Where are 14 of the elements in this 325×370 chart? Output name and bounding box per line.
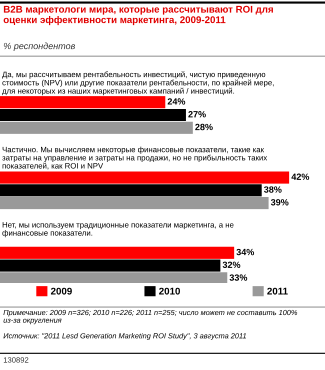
legend-label: 2009: [50, 288, 72, 295]
data-label: 39%: [270, 199, 289, 206]
data-label: 42%: [291, 174, 310, 180]
data-label: 32%: [222, 262, 240, 268]
data-label: 34%: [236, 248, 254, 256]
legend-label: 2010: [159, 288, 180, 295]
data-label: 27%: [188, 111, 206, 118]
legend-label: 2011: [267, 288, 288, 295]
data-label: 24%: [168, 98, 186, 105]
data-label: 33%: [230, 274, 248, 281]
data-label: 38%: [264, 186, 282, 193]
chart-title: B2B маркетологи мира, которые рассчитывают ROI для оценки эффективности маркетинга, 2009-2011: [4, 6, 273, 26]
chart-subtitle: % респондентов: [4, 42, 76, 51]
data-label: 28%: [195, 124, 213, 130]
